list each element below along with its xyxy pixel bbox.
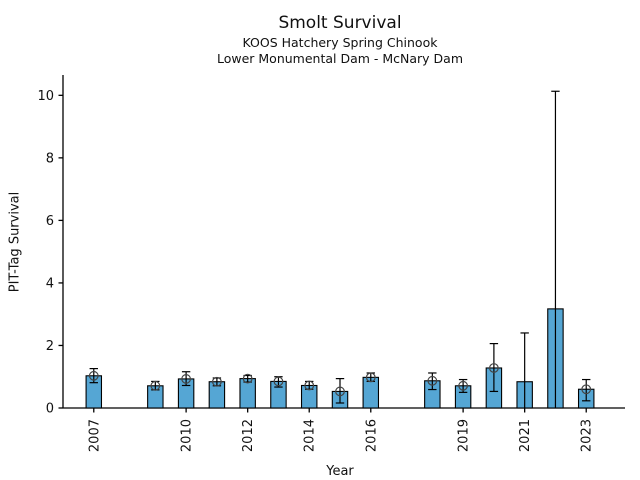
chart-title: Smolt Survival bbox=[278, 13, 402, 33]
y-tick-label-6: 6 bbox=[46, 214, 54, 229]
marker-2013 bbox=[273, 376, 284, 387]
x-tick-label-2012: 2012 bbox=[241, 419, 256, 452]
marker-2009 bbox=[150, 380, 161, 391]
x-tick-label-2016: 2016 bbox=[364, 419, 379, 452]
y-axis-label: PIT-Tag Survival bbox=[7, 191, 23, 293]
y-tick-label-8: 8 bbox=[46, 151, 54, 166]
marker-2016 bbox=[365, 372, 376, 383]
marker-2020 bbox=[488, 363, 499, 373]
x-tick-label-2007: 2007 bbox=[87, 419, 102, 452]
marker-2011 bbox=[211, 376, 222, 387]
marker-2018 bbox=[427, 375, 438, 386]
marker-2007 bbox=[88, 370, 99, 381]
y-tick-label-0: 0 bbox=[46, 402, 54, 417]
marker-2015 bbox=[335, 386, 345, 397]
x-tick-label-2023: 2023 bbox=[580, 419, 595, 452]
x-axis-label: Year bbox=[326, 464, 354, 479]
x-tick-label-2010: 2010 bbox=[180, 419, 195, 452]
chart-subtitle-line2: Lower Monumental Dam - McNary Dam bbox=[216, 51, 464, 66]
y-tick-label-4: 4 bbox=[46, 276, 54, 291]
marker-2023 bbox=[581, 384, 592, 395]
marker-2010 bbox=[181, 374, 192, 384]
y-tick-label-10: 10 bbox=[37, 89, 54, 104]
x-tick-label-2014: 2014 bbox=[303, 419, 318, 452]
y-tick-label-2: 2 bbox=[46, 339, 54, 354]
marker-2014 bbox=[304, 380, 315, 391]
x-tick-label-2019: 2019 bbox=[457, 419, 472, 452]
x-tick-label-2021: 2021 bbox=[518, 419, 533, 452]
marker-2019 bbox=[458, 380, 469, 391]
marker-2012 bbox=[242, 373, 253, 384]
chart-subtitle-line1: KOOS Hatchery Spring Chinook bbox=[242, 35, 438, 50]
